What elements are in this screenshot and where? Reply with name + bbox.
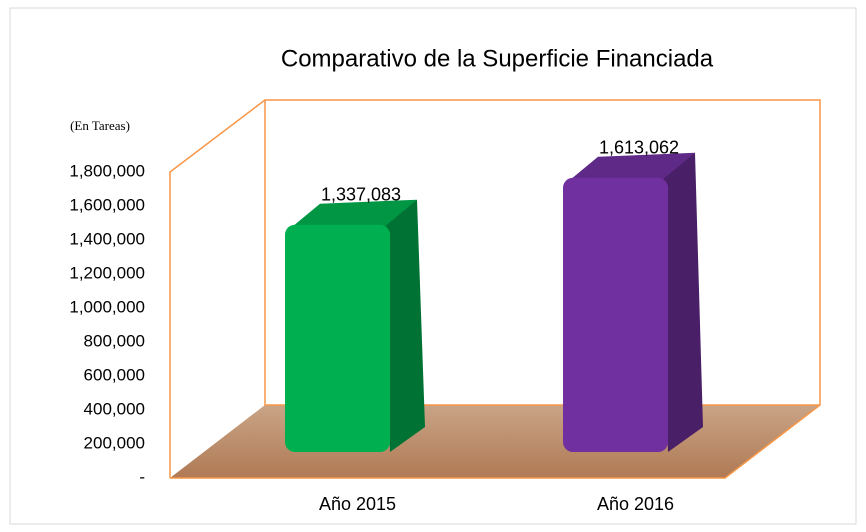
y-tick-label: 1,400,000 bbox=[69, 229, 145, 248]
bar-side bbox=[660, 152, 703, 452]
y-tick-label: 800,000 bbox=[84, 331, 145, 350]
floor bbox=[170, 405, 820, 478]
y-tick-label: 1,800,000 bbox=[69, 161, 145, 180]
y-tick-label: 400,000 bbox=[84, 399, 145, 418]
y-tick-label: - bbox=[139, 467, 145, 486]
y-tick-label: 1,000,000 bbox=[69, 297, 145, 316]
y-tick-label: 1,200,000 bbox=[69, 263, 145, 282]
x-tick-label: Año 2015 bbox=[319, 494, 396, 514]
bar bbox=[285, 224, 390, 452]
chart-title: Comparativo de la Superficie Financiada bbox=[281, 45, 714, 72]
value-label: 1,613,062 bbox=[599, 138, 679, 158]
y-axis-label: (En Tareas) bbox=[70, 118, 130, 133]
frame bbox=[169, 99, 821, 479]
bar-top bbox=[285, 199, 417, 233]
y-tick-label: 200,000 bbox=[84, 433, 145, 452]
y-tick-label: 600,000 bbox=[84, 365, 145, 384]
bar-top bbox=[563, 152, 695, 186]
value-label: 1,337,083 bbox=[321, 184, 401, 204]
x-tick-label: Año 2016 bbox=[597, 494, 674, 514]
bar-side bbox=[382, 199, 425, 452]
bar bbox=[563, 177, 668, 452]
y-tick-label: 1,600,000 bbox=[69, 195, 145, 214]
